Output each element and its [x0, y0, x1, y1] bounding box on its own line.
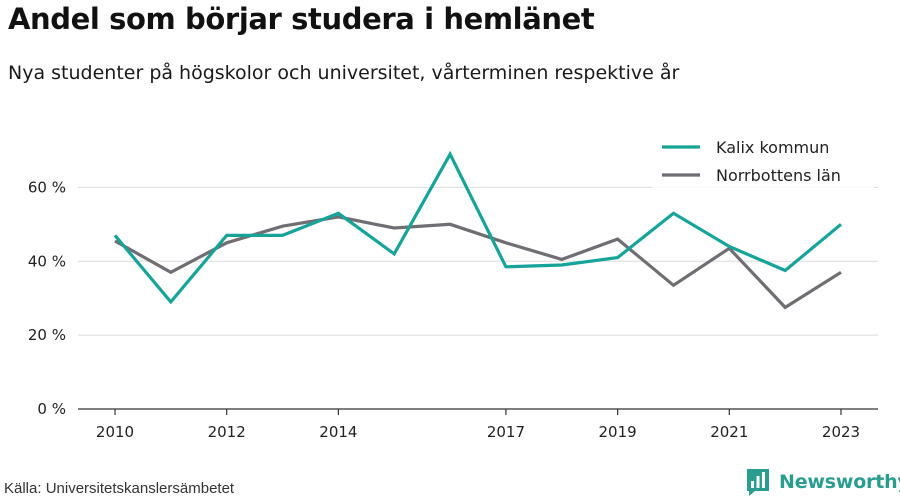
legend-label: Norrbottens län: [716, 166, 841, 185]
x-tick-label: 2019: [599, 423, 637, 441]
legend-background: [652, 133, 874, 191]
y-tick-label: 20 %: [28, 326, 66, 344]
source-note: Källa: Universitetskanslersämbetet: [4, 480, 235, 497]
y-tick-label: 0 %: [37, 400, 66, 418]
y-tick-label: 40 %: [28, 252, 66, 270]
legend: Kalix kommun Norrbottens län: [652, 133, 874, 191]
x-tick-label: 2012: [208, 423, 246, 441]
brand-logo[interactable]: Newsworthy: [745, 467, 900, 497]
x-tick-label: 2010: [96, 423, 134, 441]
bar-chart-logo-icon: [747, 469, 769, 496]
x-tick-label: 2014: [319, 423, 357, 441]
x-tick-label: 2021: [710, 423, 748, 441]
series-lines: [113, 150, 843, 310]
brand-name: Newsworthy: [779, 471, 900, 493]
y-axis-labels: 0 % 20 % 40 % 60 %: [28, 178, 66, 418]
series-line-kalix: [113, 150, 843, 305]
y-tick-label: 60 %: [28, 178, 66, 196]
series-line-norrbotten: [114, 215, 842, 310]
x-tick-label: 2017: [487, 423, 525, 441]
chart-subtitle: Nya studenter på högskolor och universit…: [8, 62, 680, 84]
x-axis: 2010 2012 2014 2017 2019 2021 2023: [78, 408, 878, 441]
chart-title: Andel som börjar studera i hemlänet: [8, 2, 595, 36]
legend-label: Kalix kommun: [716, 138, 829, 157]
line-chart: 0 % 20 % 40 % 60 % 2010 2012 2014 2017 2019 2021…: [27, 133, 878, 441]
x-tick-label: 2023: [822, 423, 860, 441]
